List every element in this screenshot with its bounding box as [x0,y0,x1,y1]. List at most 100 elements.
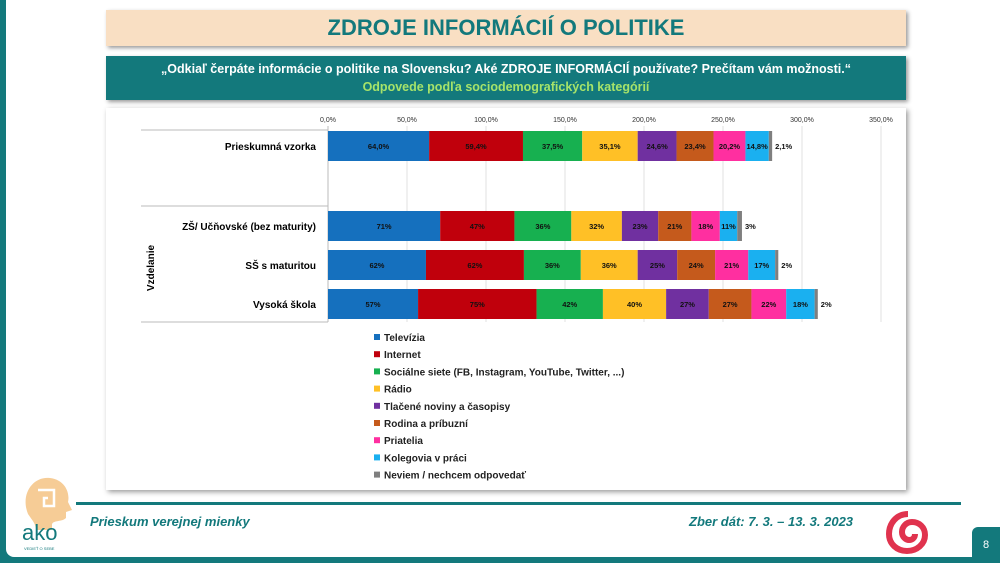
data-label: 62% [369,261,384,270]
bar-segment [719,211,738,241]
bar-segment [522,131,583,161]
legend-swatch [374,471,380,478]
bar-segment [536,289,603,319]
legend-item: Sociálne siete (FB, Instagram, YouTube, … [384,367,624,378]
data-label: 27% [680,300,695,309]
bar-segment [713,131,746,161]
data-label: 23,4% [684,142,706,151]
legend-item: Kolegovia v práci [384,453,467,464]
data-label: 36% [602,261,617,270]
data-label: 23% [633,222,648,231]
question-text: „Odkiaľ čerpáte informácie o politike na… [161,62,851,76]
legend-item: Priatelia [384,436,423,447]
bar-segment [658,211,692,241]
data-label: 36% [545,261,560,270]
data-label: 3% [745,222,756,231]
logo-text: ako [22,520,57,545]
x-tick-label: 150,0% [553,117,577,124]
category-label: Vysoká škola [253,300,316,311]
legend-swatch [374,385,380,392]
category-label: ZŠ/ Učňovské (bez maturity) [182,220,316,233]
legend-swatch [374,334,380,340]
bar-segment [748,250,776,280]
data-label: 2,1% [775,142,792,151]
data-label: 24,6% [646,142,668,151]
bar-segment [676,131,714,161]
data-label: 21% [667,222,682,231]
data-label: 32% [589,222,604,231]
bar-segment [666,289,709,319]
data-label: 62% [467,261,482,270]
bar-segment [523,250,581,280]
slide: ZDROJE INFORMÁCIÍ O POLITIKE „Odkiaľ čer… [6,0,1000,557]
bar-segment [440,211,515,241]
legend-swatch [374,420,380,426]
footer-survey: Prieskum verejnej mienky [90,514,250,529]
legend-item: Rádio [384,385,412,396]
page-number: 8 [972,527,1000,563]
data-label: 42% [562,300,577,309]
legend-swatch [374,437,380,444]
bar-segment [425,250,524,280]
data-label: 64,0% [368,142,390,151]
footer-date: Zber dát: 7. 3. – 13. 3. 2023 [689,514,854,529]
bar-segment [580,250,638,280]
bar-segment [677,250,716,280]
x-tick-label: 100,0% [474,117,498,124]
bar-segment [602,289,667,319]
data-label: 47% [470,222,485,231]
data-label: 2% [781,261,792,270]
question-banner: „Odkiaľ čerpáte informácie o politike na… [106,56,906,100]
category-label: SŠ s maturitou [245,259,316,272]
group-label: Vzdelanie [146,245,157,292]
bar-segment [814,289,818,319]
data-label: 17% [754,261,769,270]
bar-segment [751,289,787,319]
stacked-bar-chart: 0,0% 50,0% 100,0% 150,0% 200,0% 250,0% 300,0% 3… [141,117,893,482]
bar-segment [429,131,523,161]
data-label: 71% [377,222,392,231]
legend-item: Televízia [384,333,425,344]
bar-segment [786,289,815,319]
logo-tagline: VEDIEŤ O SEBE [24,546,55,551]
bar-segment [418,289,537,319]
bar-segment [637,131,677,161]
legend-item: Neviem / nechcem odpovedať [384,471,526,482]
subtitle: Odpovede podľa sociodemografických kateg… [362,80,650,94]
legend-swatch [374,454,380,461]
data-label: 36% [535,222,550,231]
legend-swatch [374,402,380,409]
data-label: 14,8% [746,142,768,151]
x-tick-label: 0,0% [320,117,336,124]
data-label: 24% [689,261,704,270]
bar-segment [571,211,622,241]
data-label: 22% [761,300,776,309]
category-label: Prieskumná vzorka [225,142,317,153]
ako-logo: ako VEDIEŤ O SEBE [22,477,72,551]
bar-segment [745,131,769,161]
bar-segment [708,289,752,319]
legend-swatch [374,368,380,375]
bar-segment [691,211,720,241]
data-label: 11% [721,222,736,231]
bar-segment [737,211,742,241]
data-label: 75% [470,300,485,309]
bar-segment [621,211,659,241]
data-label: 20,2% [719,142,741,151]
legend-swatch [374,351,380,358]
data-label: 57% [366,300,381,309]
bar-segment [328,211,441,241]
x-tick-label: 250,0% [711,117,735,124]
bar-segment [514,211,572,241]
data-label: 40% [627,300,642,309]
bar-segment [328,250,426,280]
bar-segment [582,131,638,161]
legend-item: Rodina a príbuzní [384,419,469,430]
x-tick-label: 200,0% [632,117,656,124]
legend-item: Internet [384,350,421,361]
data-label: 35,1% [599,142,621,151]
x-tick-label: 350,0% [869,117,893,124]
data-label: 37,5% [542,142,564,151]
legend-item: Tlačené noviny a časopisy [384,402,511,413]
page-title: ZDROJE INFORMÁCIÍ O POLITIKE [106,10,906,46]
